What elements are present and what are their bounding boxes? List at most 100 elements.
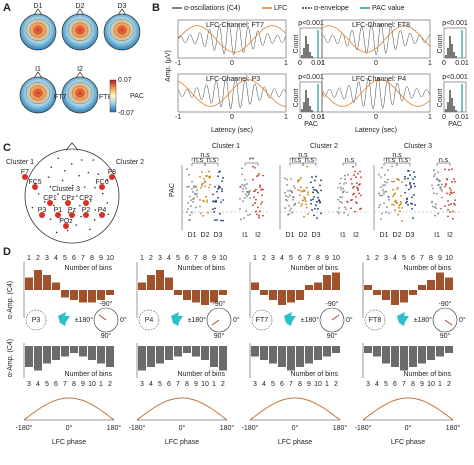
dot: [208, 186, 210, 189]
cluster-electrode: [83, 212, 89, 218]
dot: [289, 209, 291, 212]
bottom-bar: [332, 346, 340, 353]
dot: [434, 214, 436, 217]
dot: [385, 211, 387, 214]
sig-label: n.s: [207, 157, 217, 164]
dot: [242, 187, 244, 190]
bin-label: 4: [262, 381, 266, 388]
dot: [396, 188, 398, 191]
bins-label: Number of bins: [178, 265, 226, 272]
sig-label: n.s: [200, 152, 210, 159]
dot: [343, 182, 345, 185]
bin-label: 8: [411, 381, 415, 388]
dot: [410, 186, 412, 189]
dot: [219, 170, 221, 173]
bin-label: 9: [212, 255, 216, 262]
bottom-bar: [427, 346, 435, 360]
dot: [454, 203, 456, 206]
dot: [206, 175, 208, 177]
dot: [454, 199, 456, 202]
dot: [257, 174, 259, 177]
top-bar: [278, 290, 286, 305]
dot: [262, 214, 264, 217]
dot: [313, 188, 315, 191]
x-tick-label: 0: [230, 60, 234, 67]
dot: [313, 214, 315, 217]
dot: [381, 194, 383, 197]
bottom-bar: [192, 346, 200, 357]
dot: [257, 206, 259, 209]
polar-vector: [331, 314, 340, 321]
dot: [311, 209, 313, 211]
dot: [287, 196, 289, 198]
hist-bar: [447, 48, 449, 58]
dot: [294, 187, 296, 189]
top-bar: [210, 290, 218, 303]
dot: [314, 179, 316, 182]
sig-label: **: [249, 157, 255, 164]
phase-tick: -180°: [242, 424, 259, 432]
x-tick-label: -1: [175, 114, 181, 121]
cluster-electrode: [65, 200, 71, 206]
bottom-bar: [382, 346, 390, 364]
bin-label: 9: [307, 381, 311, 388]
electrode-label: F7: [21, 169, 29, 176]
bottom-bar: [147, 346, 155, 367]
colorbar-label: PAC: [130, 93, 144, 100]
dot: [400, 201, 402, 203]
dot: [391, 180, 393, 183]
electrode: [78, 174, 80, 177]
hist-tick: 0.01: [311, 60, 325, 67]
dot: [202, 199, 204, 202]
electrode: [44, 201, 46, 203]
dot: [284, 191, 286, 194]
sig-bracket: [342, 162, 357, 166]
top-bar: [25, 277, 33, 290]
angle-label: ±180°: [75, 316, 94, 324]
sig-bracket: [289, 157, 317, 161]
dot: [393, 204, 395, 206]
bin-label: 9: [438, 255, 442, 262]
bin-label: 8: [203, 255, 207, 262]
dot: [297, 180, 299, 183]
dot: [399, 210, 401, 213]
bin-label: 2: [334, 381, 338, 388]
bottom-bar: [52, 346, 60, 360]
electrode-label: CP2: [79, 195, 93, 202]
electrode: [49, 185, 52, 188]
dot: [339, 200, 341, 203]
dot: [186, 186, 188, 188]
phase-tick: 180°: [220, 424, 235, 432]
lfc-wave: [321, 25, 431, 53]
dot: [261, 188, 263, 191]
electrode-label: P2: [82, 207, 91, 214]
phase-tick: -180°: [355, 424, 372, 432]
dot: [248, 193, 250, 196]
lfc-cycle: [23, 397, 115, 421]
y-label: PAC: [169, 183, 176, 197]
top-bar: [364, 285, 372, 290]
hist-tick: 0: [298, 114, 302, 121]
dot: [413, 182, 415, 185]
phase-tick: 0°: [179, 424, 186, 432]
dot: [444, 168, 446, 171]
polar-vector: [444, 319, 453, 326]
bin-label: 10: [88, 381, 96, 388]
dot: [306, 186, 308, 189]
dot: [346, 200, 348, 203]
x-tick-label: 1: [428, 114, 432, 121]
electrode-label: POz: [59, 218, 73, 225]
bin-label: 10: [219, 255, 227, 262]
bottom-bar: [165, 346, 173, 360]
bottom-bar: [260, 346, 268, 360]
dot: [388, 212, 390, 214]
bins-label: Number of bins: [65, 371, 113, 378]
top-bar: [287, 290, 295, 303]
dot: [448, 204, 450, 206]
electrode: [97, 173, 100, 175]
dot: [286, 178, 288, 181]
dot: [305, 200, 307, 203]
topomap: [61, 76, 99, 114]
dot: [202, 214, 204, 217]
dot: [239, 208, 241, 210]
